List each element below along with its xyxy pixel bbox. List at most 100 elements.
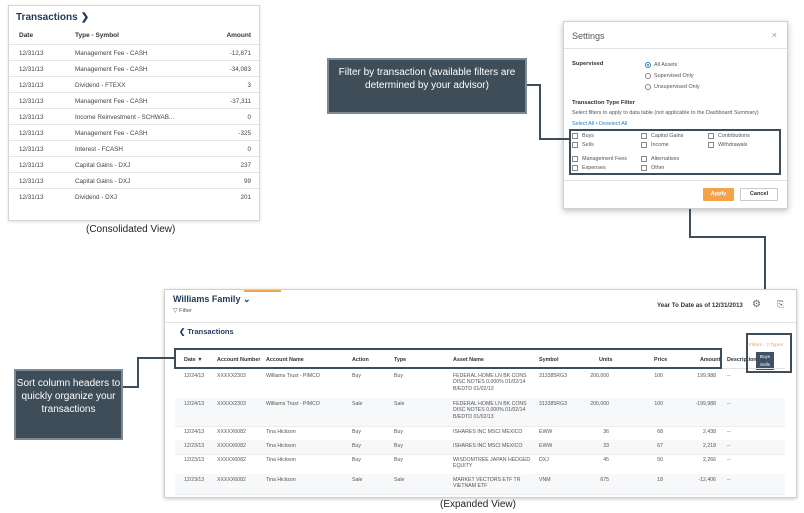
cell-price: 100 xyxy=(654,373,663,379)
checkbox-withdrawals[interactable] xyxy=(708,142,714,148)
checkbox-income[interactable] xyxy=(641,142,647,148)
account-selector[interactable]: Williams Family ⌄ xyxy=(173,294,251,305)
column-header-account-name[interactable]: Account Name xyxy=(266,357,304,363)
header-date[interactable]: Date xyxy=(19,32,34,39)
checkbox-buys[interactable] xyxy=(572,133,578,139)
connector-line xyxy=(764,236,766,333)
radio-label-supervised-only: Supervised Only xyxy=(654,73,694,79)
back-to-transactions-link[interactable]: ❮ Transactions xyxy=(179,327,234,336)
cell-type: Buy xyxy=(394,457,403,463)
checkbox-management-fees[interactable] xyxy=(572,156,578,162)
column-header-action[interactable]: Action xyxy=(352,357,369,363)
highlight-filter-checkboxes xyxy=(569,129,781,175)
table-row[interactable]: 12/31/13 Management Fee - CASH -34,083 xyxy=(9,60,259,76)
cell-units: 200,000 xyxy=(590,373,609,379)
filter-tag[interactable]: Buys Sells xyxy=(756,352,774,370)
column-header-description[interactable]: Description xyxy=(727,357,757,363)
cell-account-name: Tina Hickson xyxy=(266,457,296,463)
checkbox-contributions[interactable] xyxy=(708,133,714,139)
column-header-asset-name[interactable]: Asset Name xyxy=(453,357,484,363)
checkbox-alternatives[interactable] xyxy=(641,156,647,162)
cell-date: 12/31/13 xyxy=(19,146,44,153)
cell-date: 12/24/13 xyxy=(184,401,205,407)
cell-account-number: XXXXX2303 xyxy=(217,401,246,407)
cell-type: Dividend - FTEXX xyxy=(75,82,126,89)
column-header-symbol[interactable]: Symbol xyxy=(539,357,559,363)
cell-amount: 99 xyxy=(243,178,251,185)
cell-price: 18 xyxy=(657,477,663,483)
cell-units: 200,000 xyxy=(590,401,609,407)
header-amount[interactable]: Amount xyxy=(226,32,251,39)
radio-unsupervised-only[interactable] xyxy=(645,84,651,90)
radio-all-assets[interactable] xyxy=(645,62,651,68)
header-type-symbol[interactable]: Type - Symbol xyxy=(75,32,119,39)
cell-symbol: EWW xyxy=(539,443,553,449)
table-row[interactable]: 12/31/13 Capital Gains - DXJ 237 xyxy=(9,156,259,172)
table-row[interactable]: 12/31/13 Interest - FCASH 0 xyxy=(9,140,259,156)
table-row[interactable]: 12/31/13 Management Fee - CASH -12,871 xyxy=(9,44,259,60)
cell-action: Sale xyxy=(352,401,363,407)
connector-line xyxy=(527,84,541,86)
cell-price: 67 xyxy=(657,443,663,449)
cell-type: Buy xyxy=(394,429,403,435)
ytd-label: Year To Date as of 12/31/2013 xyxy=(657,302,743,309)
radio-label-unsupervised-only: Unsupervised Only xyxy=(654,84,700,90)
cell-description: -- xyxy=(727,373,731,379)
cell-type: Management Fee - CASH xyxy=(75,66,148,73)
connector-line xyxy=(689,236,766,238)
column-header-amount[interactable]: Amount xyxy=(700,357,721,363)
cell-action: Buy xyxy=(352,373,361,379)
consolidated-title-link[interactable]: Transactions ❯ xyxy=(16,12,89,23)
table-row[interactable]: 12/31/13 Dividend - DXJ 201 xyxy=(9,188,259,204)
column-header-type[interactable]: Type xyxy=(394,357,407,363)
table-row[interactable]: 12/31/13 Income Reinvestment - SCHWAB... 0 xyxy=(9,108,259,124)
table-row[interactable]: 12/31/13 Management Fee - CASH -325 xyxy=(9,124,259,140)
select-all-deselect-all-links[interactable]: Select All • Deselect All xyxy=(572,121,628,127)
radio-supervised-only[interactable] xyxy=(645,73,651,79)
cell-amount: 201 xyxy=(240,194,251,201)
consolidated-transactions-panel: Transactions ❯ Date Type - Symbol Amount … xyxy=(8,5,260,221)
gear-icon[interactable]: ⚙ xyxy=(752,299,761,310)
cell-account-number: XXXXX2303 xyxy=(217,373,246,379)
checkbox-label-other: Other xyxy=(651,165,665,171)
filters-note: Filters - 2 Types xyxy=(749,343,784,348)
table-row[interactable]: 12/31/13 Management Fee - CASH -37,311 xyxy=(9,92,259,108)
chevron-down-icon: ⌄ xyxy=(242,294,251,304)
cell-symbol: EWW xyxy=(539,429,553,435)
close-icon[interactable]: × xyxy=(771,30,777,40)
divider xyxy=(564,180,787,181)
filter-description: Select filters to apply to data table (n… xyxy=(572,110,759,116)
cell-type: Management Fee - CASH xyxy=(75,130,148,137)
filter-link[interactable]: ▽ Filter xyxy=(173,308,192,314)
settings-dialog: Settings × Supervised All Assets Supervi… xyxy=(563,21,788,209)
column-header-account-number[interactable]: Account Number xyxy=(217,357,261,363)
checkbox-sells[interactable] xyxy=(572,142,578,148)
column-header-units[interactable]: Units xyxy=(599,357,613,363)
cell-type: Management Fee - CASH xyxy=(75,50,148,57)
cell-type: Sale xyxy=(394,477,405,483)
cell-type: Dividend - DXJ xyxy=(75,194,117,201)
column-header-date-label: Date xyxy=(184,357,196,363)
apply-button[interactable]: Apply xyxy=(703,188,734,201)
export-icon[interactable]: ⎘ xyxy=(777,299,785,309)
highlight-filter-tag xyxy=(746,333,792,373)
table-row[interactable]: 12/31/13 Dividend - FTEXX 3 xyxy=(9,76,259,92)
column-header-date[interactable]: Date ▼ xyxy=(184,357,203,363)
cell-symbol: DXJ xyxy=(539,457,549,463)
cancel-button[interactable]: Cancel xyxy=(740,188,778,201)
checkbox-other[interactable] xyxy=(641,165,647,171)
chevron-left-icon: ❮ xyxy=(179,327,186,336)
divider xyxy=(165,322,796,323)
cell-date: 12/23/13 xyxy=(184,477,205,483)
checkbox-label-alternatives: Alternatives xyxy=(651,156,680,162)
cell-amount: 199,988 xyxy=(697,373,716,379)
checkbox-expenses[interactable] xyxy=(572,165,578,171)
row-stripe xyxy=(175,440,785,454)
filter-tag-sells: Sells xyxy=(760,362,770,367)
cell-amount: -325 xyxy=(238,130,251,137)
cell-asset-name: FEDERAL HOME LN BK CONS DISC NOTES 0.000… xyxy=(453,401,527,420)
settings-title: Settings xyxy=(572,31,605,41)
column-header-price[interactable]: Price xyxy=(654,357,668,363)
table-row[interactable]: 12/31/13 Capital Gains - DXJ 99 xyxy=(9,172,259,188)
checkbox-capital-gains[interactable] xyxy=(641,133,647,139)
